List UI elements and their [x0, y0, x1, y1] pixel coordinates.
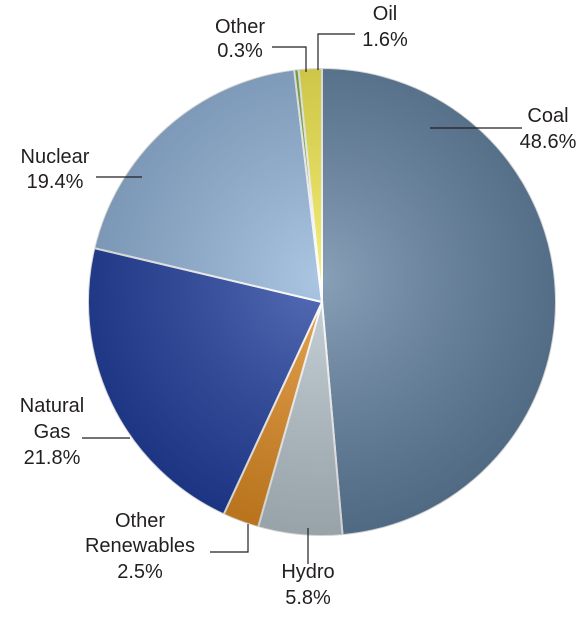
slice-value: 5.8%	[285, 587, 331, 609]
slice-name: Coal	[527, 105, 568, 127]
leader-line	[272, 46, 307, 72]
slice-name: Other	[115, 510, 165, 532]
slice-label: Nuclear 19.4%	[21, 146, 90, 193]
slice-name: Natural	[20, 395, 84, 417]
slice-value: 48.6%	[520, 131, 577, 153]
slice-value: 21.8%	[24, 447, 81, 469]
slice-label: Hydro 5.8%	[281, 561, 334, 609]
leader-line	[210, 524, 249, 553]
slice-label: Natural Gas 21.8%	[20, 395, 84, 469]
slice-value: 1.6%	[362, 29, 408, 51]
slice-name: Nuclear	[21, 146, 90, 168]
slice-label: Coal 48.6%	[520, 105, 577, 153]
slice-name: Hydro	[281, 561, 334, 583]
slice-label: Other 0.3%	[215, 16, 265, 62]
slice-name: Other	[215, 16, 265, 38]
slice-value: 19.4%	[27, 171, 84, 193]
slice-name: Gas	[34, 421, 71, 443]
slice-value: 0.3%	[217, 40, 263, 62]
slice-label: Other Renewables 2.5%	[85, 510, 195, 583]
leader-line	[317, 33, 355, 70]
slice-label: Oil 1.6%	[362, 3, 408, 51]
slice-name: Oil	[373, 3, 397, 25]
slice-name: Renewables	[85, 535, 195, 557]
slice-value: 2.5%	[117, 561, 163, 583]
